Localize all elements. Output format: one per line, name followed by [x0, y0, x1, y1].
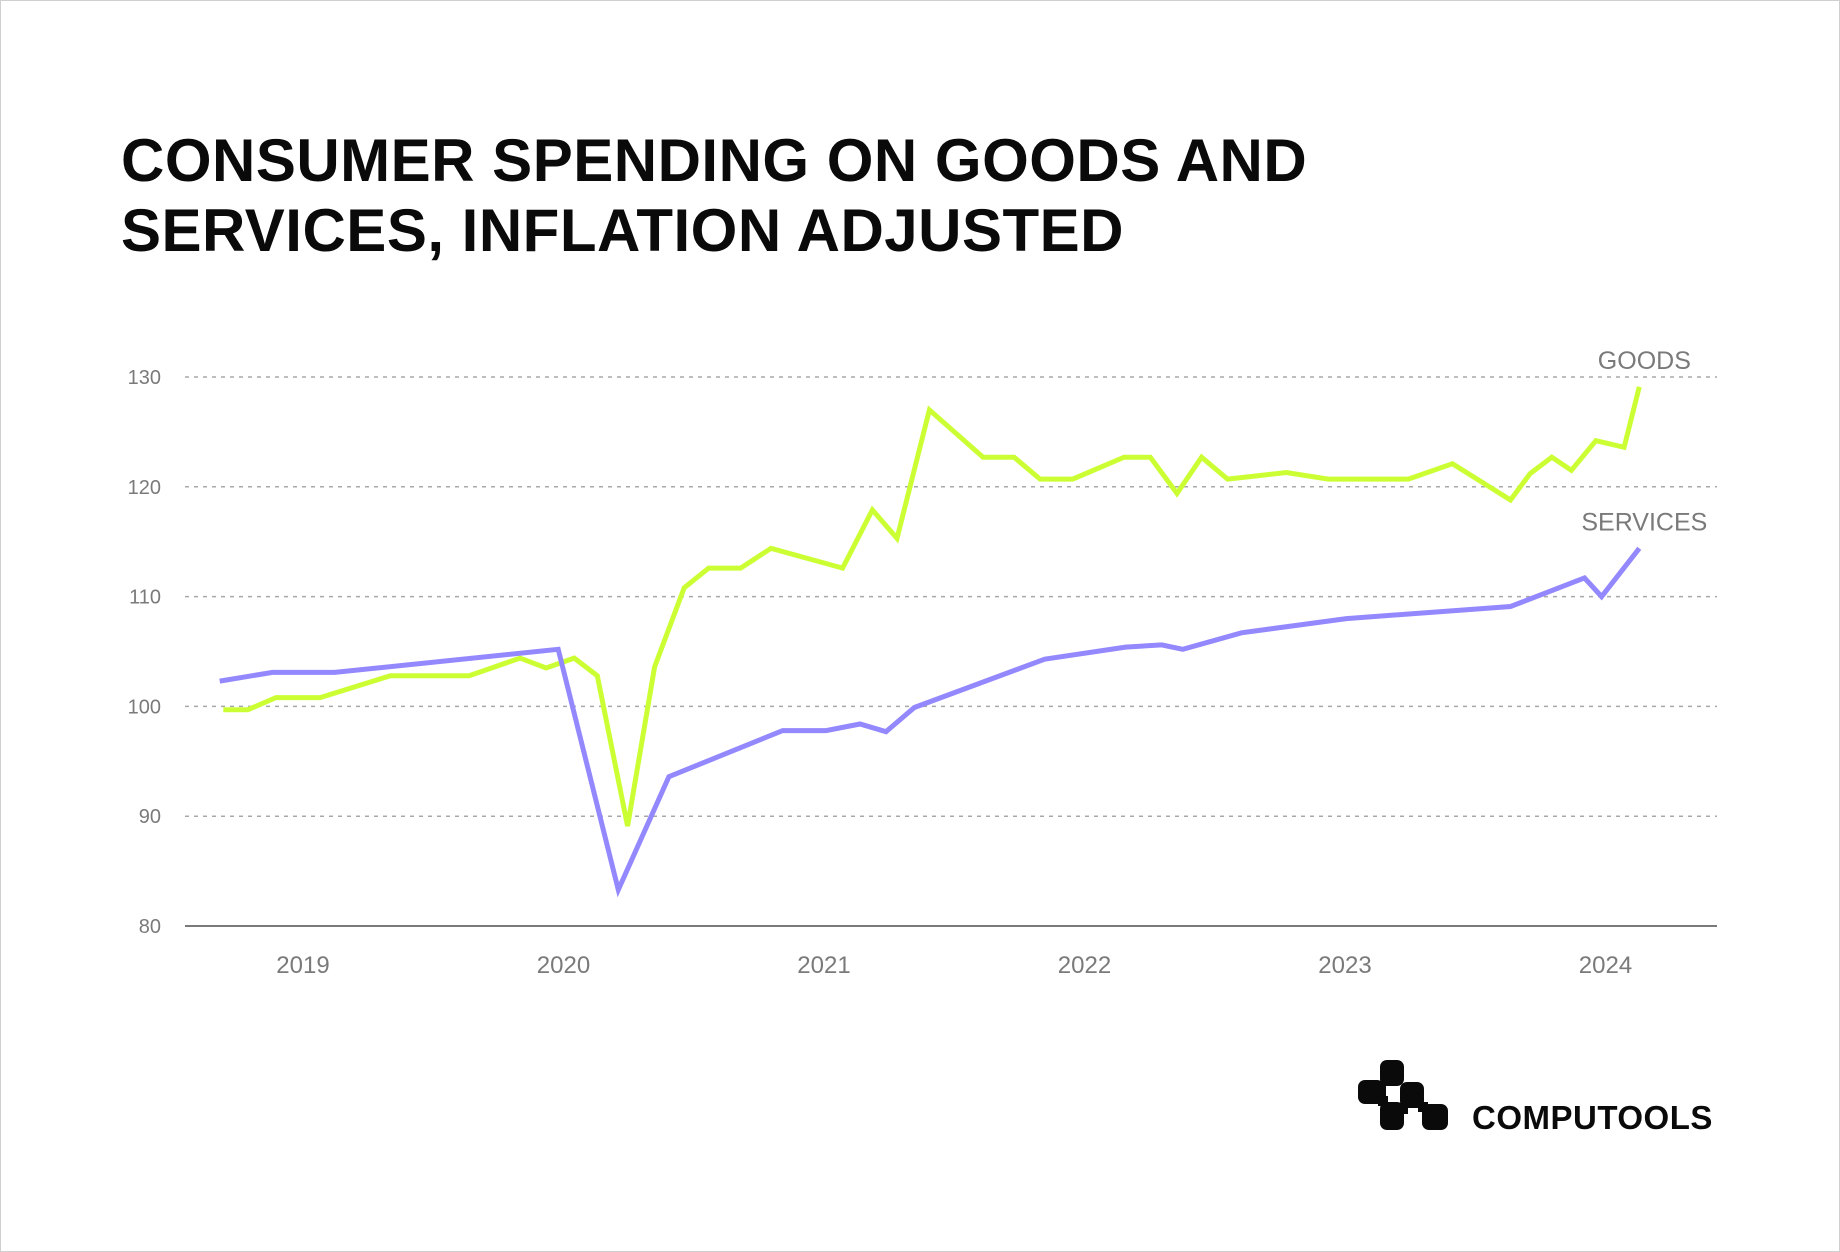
- y-tick-label: 90: [139, 806, 161, 828]
- x-tick-label: 2021: [797, 952, 850, 979]
- series-line-goods: [223, 386, 1642, 827]
- x-tick-label: 2019: [276, 952, 329, 979]
- x-tick-label: 2022: [1058, 952, 1111, 979]
- x-tick-label: 2020: [537, 952, 590, 979]
- y-tick-label: 130: [128, 367, 161, 389]
- series-label-services: SERVICES: [1581, 508, 1707, 536]
- series-labels: GOODS SERVICES: [1581, 347, 1707, 536]
- y-tick-label: 80: [139, 916, 161, 938]
- y-tick-label: 100: [128, 696, 161, 718]
- chart-title: CONSUMER SPENDING ON GOODS AND SERVICES,…: [121, 127, 1308, 264]
- x-tick-label: 2024: [1579, 952, 1632, 979]
- series-label-goods: GOODS: [1598, 347, 1691, 375]
- y-tick-label: 120: [128, 477, 161, 499]
- computools-logo-icon: [1358, 1060, 1448, 1130]
- y-axis-ticks: 80 90 100 110 120 130: [128, 367, 161, 938]
- x-tick-label: 2023: [1318, 952, 1371, 979]
- brand-name: COMPUTOOLS: [1472, 1099, 1713, 1136]
- x-axis-ticks: 2019 2020 2021 2022 2023 2024: [276, 952, 1632, 979]
- series-lines: [219, 386, 1642, 898]
- y-tick-label: 110: [129, 587, 161, 609]
- gridlines: [185, 376, 1717, 817]
- series-line-services: [219, 546, 1642, 898]
